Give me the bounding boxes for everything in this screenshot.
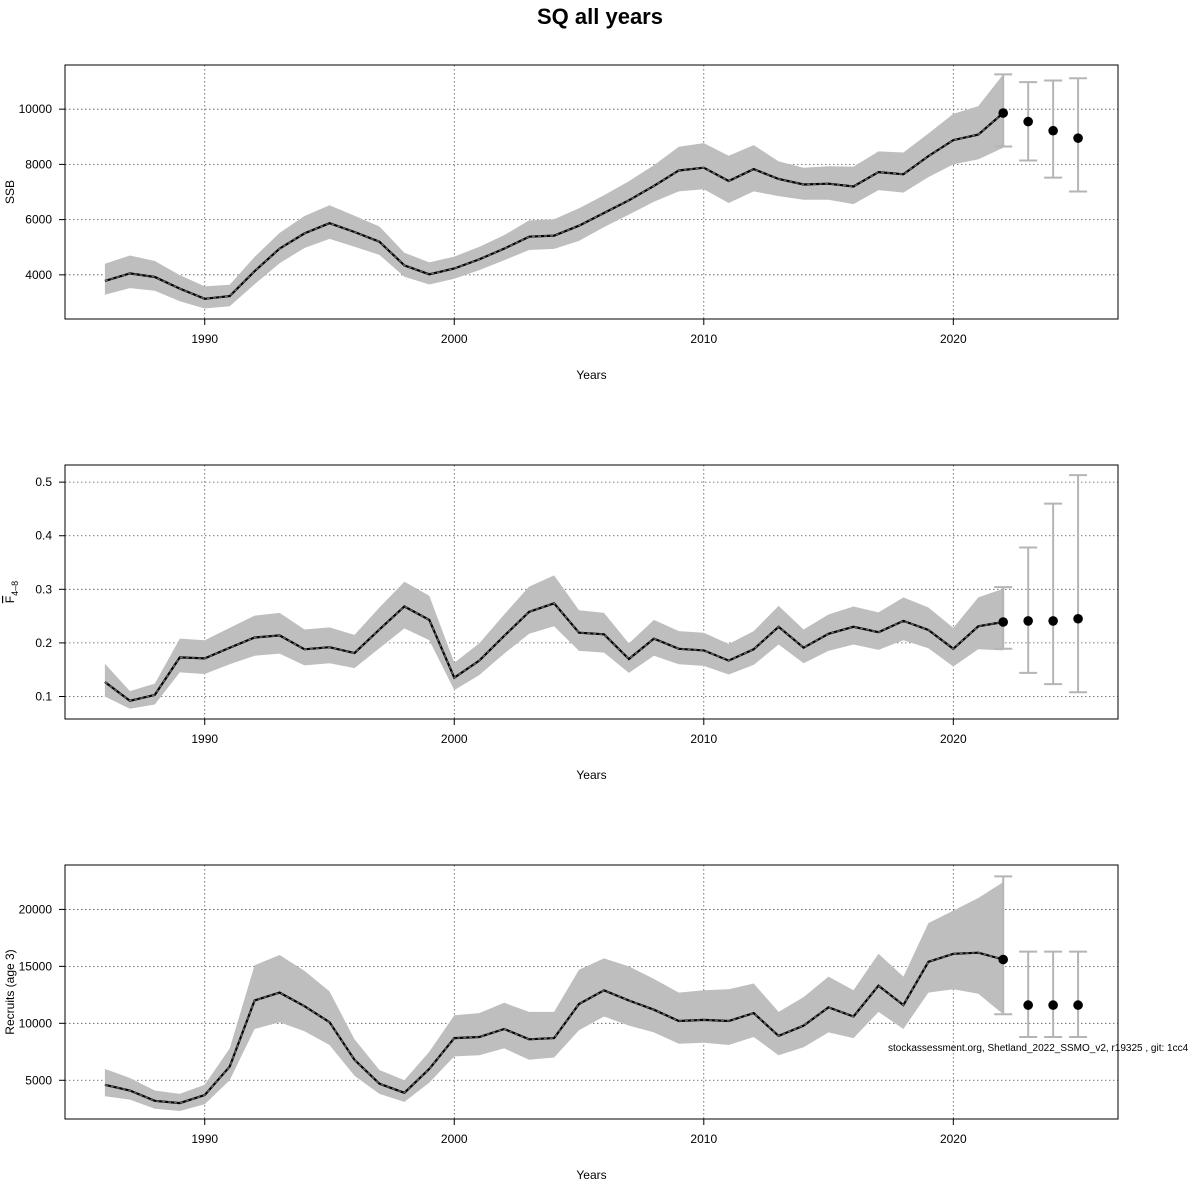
ssb-y-tick-label: 10000 — [19, 102, 53, 116]
ssb-forecast-point — [998, 108, 1009, 118]
fbar-y-axis-label: F4–8 — [3, 581, 20, 603]
ssb-forecast-point — [1073, 133, 1083, 143]
fbar-y-tick-label: 0.3 — [35, 582, 52, 596]
recruits-x-tick-label: 1990 — [191, 1132, 218, 1146]
fbar-forecast-point — [1023, 616, 1033, 626]
recruits-forecast-point — [998, 954, 1009, 965]
panels: 1990 2000 2010 2020 4000 6000 8000 10000 Years SS… — [3, 64, 1119, 1182]
fbar-forecast-point — [998, 617, 1009, 627]
fbar-x-tick-label: 2000 — [441, 732, 468, 746]
ssb-x-tick-label: 2020 — [940, 332, 967, 346]
recruits-y-axis-label: Recruits (age 3) — [3, 949, 17, 1034]
figure-title: SQ all years — [537, 4, 663, 29]
recruits-plot-frame — [64, 864, 1119, 1120]
fbar-y-tick-label: 0.4 — [35, 529, 52, 543]
ssb-forecast-point — [1048, 125, 1058, 136]
fbar-forecast-point — [1073, 613, 1083, 624]
ssb-plot-frame — [64, 64, 1119, 320]
fbar-forecast-point — [1048, 616, 1058, 626]
ssb-x-axis-label: Years — [576, 368, 606, 382]
fbar-confidence-band — [104, 575, 1004, 709]
footnote: stockassessment.org, Shetland_2022_SSMO_… — [888, 1043, 1189, 1054]
recruits-forecast-point — [1048, 1000, 1058, 1010]
fbar-x-tick-label: 2010 — [690, 732, 717, 746]
fbar-y-axis-label-main: F — [3, 596, 17, 603]
ssb-x-tick-label: 2010 — [690, 332, 717, 346]
fbar-panel: 1990 2000 2010 2020 0.1 0.2 0.3 0.4 0.5 Years F4–8 — [3, 464, 1119, 782]
ssb-x-tick-label: 2000 — [441, 332, 468, 346]
fbar-y-tick-label: 0.5 — [35, 475, 52, 489]
ssb-y-tick-label: 4000 — [25, 268, 52, 282]
ssb-x-tick-label: 1990 — [191, 332, 218, 346]
ssb-confidence-band — [104, 74, 1004, 309]
ssb-y-tick-label: 6000 — [25, 213, 52, 227]
ssb-estimate-line — [104, 112, 1004, 300]
ssb-estimate-line-dashed — [104, 112, 1004, 300]
recruits-x-tick-label: 2010 — [690, 1132, 717, 1146]
ssb-y-tick-label: 8000 — [25, 157, 52, 171]
recruits-forecast-point — [1073, 1000, 1083, 1010]
ssb-panel: 1990 2000 2010 2020 4000 6000 8000 10000 Years SS… — [3, 64, 1119, 382]
fbar-plot-frame — [64, 464, 1119, 720]
ssb-y-axis-label: SSB — [3, 180, 17, 204]
recruits-x-tick-label: 2000 — [441, 1132, 468, 1146]
recruits-panel: 1990 2000 2010 2020 5000 10000 15000 20000 Years… — [3, 864, 1119, 1182]
recruits-confidence-band — [104, 882, 1004, 1111]
fbar-estimate-line-dashed — [104, 602, 1004, 702]
ssb-forecast-point — [1023, 116, 1033, 127]
recruits-x-axis-label: Years — [576, 1168, 606, 1182]
recruits-y-tick-label: 20000 — [19, 902, 53, 916]
recruits-y-tick-label: 15000 — [19, 959, 53, 973]
fbar-x-tick-label: 1990 — [191, 732, 218, 746]
fbar-x-axis-label: Years — [576, 768, 606, 782]
recruits-forecast-point — [1023, 1000, 1033, 1010]
fbar-x-tick-label: 2020 — [940, 732, 967, 746]
fbar-y-tick-label: 0.2 — [35, 636, 52, 650]
recruits-y-tick-label: 5000 — [25, 1073, 52, 1087]
recruits-x-tick-label: 2020 — [940, 1132, 967, 1146]
recruits-estimate-line-dashed — [104, 952, 1004, 1104]
fbar-y-tick-label: 0.1 — [35, 689, 52, 703]
recruits-y-tick-label: 10000 — [19, 1016, 53, 1030]
fbar-y-axis-label-sub: 4–8 — [10, 581, 20, 596]
